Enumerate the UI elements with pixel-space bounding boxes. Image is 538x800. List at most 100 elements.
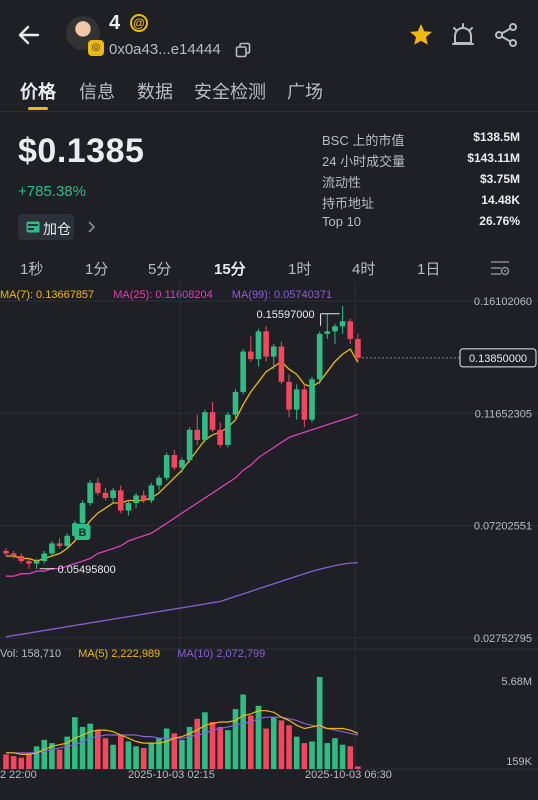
volume-bar [179,739,185,769]
volume-bar [202,712,208,769]
price-alert-icon[interactable] [450,22,476,48]
tab-info[interactable]: 信息 [79,82,115,102]
candle-body [148,485,155,501]
volume-bar [41,739,48,769]
volume-bar [332,738,338,769]
volume-bar [293,736,300,769]
candle-body [255,331,262,360]
volume-bar [255,705,262,769]
time-label-start: 2 22:00 [0,769,37,781]
candle-body [316,333,323,380]
volume-bar [33,746,40,769]
interval-5m[interactable]: 5分 [148,261,172,278]
candle-body [79,503,86,524]
star-icon[interactable] [408,22,434,48]
candle-body [309,379,315,420]
volume-bar [133,746,139,769]
interval-1s[interactable]: 1秒 [20,261,44,278]
volume-bar [18,757,25,769]
volume-bar [171,733,178,769]
ma25-label: MA(25): 0.11608204 [113,289,213,301]
candle-body [293,389,300,410]
avatar-badge-icon: ◎ [88,40,104,56]
candle-body [3,550,9,554]
candle-body [110,490,116,498]
candlestick-chart[interactable]: 0.16102060 0.11652305 0.07202551 0.02752795… [0,282,538,782]
volume-bar [49,743,55,769]
volume-label: Vol: 158,710 [0,648,62,660]
candle-body [171,455,178,468]
volume-bar [64,736,70,769]
candle-body [102,492,109,498]
volume-bar [186,726,193,769]
volume-bar [87,723,93,769]
vol-ma10-line [6,716,359,754]
current-price: $0.1385 [18,132,145,170]
buy-signal-label: B [79,527,87,539]
volume-bar [194,718,201,769]
candle-body [202,412,208,440]
chevron-right-icon[interactable] [86,220,96,234]
wallet-icon [26,221,40,233]
price-axis-label: 0.11652305 [475,408,532,420]
volume-bar [3,754,9,769]
add-position-label: 加仓 [43,221,71,237]
candle-body [133,495,139,504]
stat-label: Top 10 [322,214,362,229]
tab-security[interactable]: 安全检测 [194,82,266,102]
back-arrow-icon[interactable] [16,22,42,48]
volume-bar [278,720,285,769]
volume-bar [316,677,323,769]
ma99-label: MA(99): 0.05740371 [231,289,333,301]
candle-body [56,543,63,546]
tab-data[interactable]: 数据 [137,82,173,102]
stat-liquidity: 流动性 $3.75M [322,172,520,192]
volume-bar [102,738,109,769]
stat-label: BSC 上的市值 [322,133,405,148]
volume-bar [309,741,315,769]
volume-bar [10,756,17,769]
candle-body [156,477,162,486]
tab-square[interactable]: 广场 [287,82,323,102]
stat-value: 26.76% [479,214,520,228]
volume-bar [240,694,246,769]
candle-body [347,321,354,339]
interval-15m[interactable]: 15分 [214,261,246,278]
interval-1m[interactable]: 1分 [85,261,109,278]
share-icon[interactable] [493,22,519,48]
candle-body [33,561,40,564]
volume-bar [324,743,331,769]
interval-4h[interactable]: 4时 [352,261,376,278]
candle-body [64,535,70,546]
vol-ma10-label: MA(10) 2,072,799 [177,648,266,660]
interval-1d[interactable]: 1日 [417,261,441,278]
candle-body [339,321,346,327]
candle-body [355,338,361,358]
ma99-line [5,561,358,638]
chart-settings-icon[interactable] [489,259,511,277]
volume-bar [163,728,170,769]
volume-bar [286,725,292,769]
candle-body [117,490,124,511]
tab-price[interactable]: 价格 [20,82,56,102]
main-tabs: 价格 信息 数据 安全检测 广场 [0,76,538,112]
volume-bar [95,730,101,769]
vol-ma5-line [6,710,359,755]
candle-body [278,346,285,382]
current-price-box [459,348,537,368]
header: ◎ 4 @ 0x0a43...e14444 [0,0,538,68]
stat-value: $138.5M [473,130,520,144]
stat-value: $143.11M [467,151,520,165]
volume-bar [140,747,147,769]
add-position-button[interactable]: 加仓 [18,214,74,240]
interval-1h[interactable]: 1时 [288,261,312,278]
at-icon[interactable]: @ [130,14,148,32]
stat-value: 14.48K [481,193,520,207]
candle-body [49,543,55,554]
candle-body [209,412,216,430]
price-axis-label: 0.07202551 [474,521,532,533]
candle-body [163,455,170,478]
copy-icon[interactable] [235,42,251,58]
price-axis-label: 0.02752795 [474,633,532,645]
high-price-marker: 0.15597000 [256,309,314,321]
